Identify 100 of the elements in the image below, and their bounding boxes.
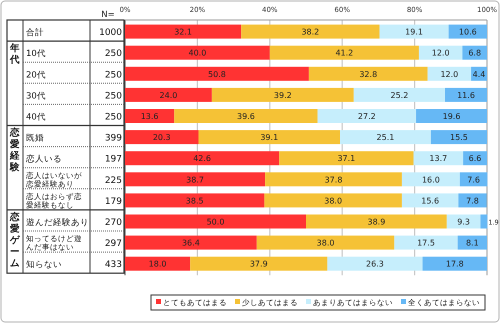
text: N= [101, 10, 115, 20]
data-label: 6.6 [468, 154, 482, 164]
data-label: 50.0 [206, 218, 224, 227]
y-tick-label: 知らない [26, 259, 62, 270]
bar [448, 24, 487, 39]
data-label: 37.9 [250, 260, 268, 269]
bar [190, 256, 328, 271]
bar [198, 130, 340, 144]
data-label: 17.5 [417, 238, 435, 248]
data-label: 32.1 [174, 28, 192, 37]
bar [306, 214, 447, 229]
bar [308, 66, 428, 81]
bar [418, 46, 462, 60]
text: 179 [104, 196, 122, 207]
bar [402, 172, 460, 186]
bar [125, 236, 257, 250]
bar [125, 151, 280, 166]
bar [264, 193, 402, 208]
text: 年代 [9, 42, 20, 66]
data-label: 38.5 [186, 196, 204, 206]
text: 250 [104, 70, 122, 80]
bar [125, 193, 264, 208]
bar [125, 46, 270, 60]
data-label: 13.6 [140, 112, 159, 122]
data-label: 36.4 [182, 238, 200, 248]
y-tick-label: 遊んだ経験あり [26, 217, 89, 228]
data-label: 37.1 [337, 154, 356, 164]
data-label: 7.6 [467, 175, 480, 184]
y-tick-label: 30代 [26, 90, 46, 102]
bar [428, 66, 472, 81]
bar [340, 130, 431, 144]
data-label: 24.0 [160, 90, 178, 100]
data-label: 8.1 [466, 238, 479, 248]
data-label: 7.8 [466, 196, 479, 206]
bar [270, 46, 419, 60]
bar [279, 151, 414, 166]
bar [174, 109, 318, 124]
data-label: 25.2 [390, 90, 408, 100]
y-tick-label: 40代 [26, 112, 46, 123]
data-label: 39.6 [237, 112, 255, 122]
data-label: 38.7 [186, 175, 204, 184]
data-label: 11.6 [457, 90, 475, 100]
text: 恋愛経験 [9, 126, 21, 173]
data-label: 38.9 [368, 218, 386, 227]
bar [458, 236, 487, 250]
bar [125, 88, 212, 102]
data-label: 25.1 [376, 133, 394, 142]
data-label: 39.1 [260, 133, 278, 142]
data-label: 37.8 [324, 175, 342, 184]
data-label: 15.5 [450, 133, 468, 142]
y-tick-label: 10代 [26, 48, 46, 60]
data-label: 41.2 [335, 48, 354, 58]
y-tick-label: 20代 [26, 69, 46, 80]
y-tick-label: 既婚 [26, 132, 44, 144]
bar [125, 172, 266, 186]
text: 433 [104, 260, 122, 270]
y-tick-label: 合計 [26, 27, 44, 38]
bar [416, 109, 487, 124]
bar [256, 236, 394, 250]
data-label: 26.3 [366, 260, 384, 269]
data-label: 32.8 [359, 70, 378, 79]
bar [125, 256, 190, 271]
bar [414, 151, 464, 166]
text: 250 [104, 91, 122, 102]
data-label: 18.0 [148, 260, 166, 269]
data-label: 38.2 [301, 28, 320, 37]
bar [445, 88, 487, 102]
data-label: 40.0 [188, 48, 206, 58]
data-label: 9.3 [457, 218, 470, 227]
text: 恋愛ゲーム [9, 210, 21, 269]
data-label: 13.7 [429, 154, 448, 164]
bar [125, 130, 198, 144]
text: 1000 [99, 28, 122, 38]
text: 270 [104, 218, 122, 228]
data-label: 50.8 [208, 70, 226, 79]
bar [327, 256, 423, 271]
bar [458, 193, 487, 208]
data-label: 16.0 [422, 175, 440, 184]
data-label: 6.8 [468, 48, 482, 58]
y-tick-label: 恋人いる [25, 154, 62, 165]
data-label: 27.2 [358, 112, 376, 122]
data-label: 10.6 [458, 28, 477, 37]
text: 250 [104, 49, 122, 60]
data-label: 20.3 [152, 133, 171, 142]
bar [480, 214, 488, 229]
data-label: 17.8 [446, 260, 464, 269]
data-label: 19.6 [442, 112, 460, 122]
bar [318, 109, 416, 124]
bar [460, 172, 488, 186]
text: 225 [104, 176, 122, 186]
bar [354, 88, 446, 102]
data-label: 19.1 [405, 28, 423, 37]
bar [430, 130, 487, 144]
data-label: 38.0 [316, 238, 334, 248]
bar [212, 88, 354, 102]
bar [394, 236, 458, 250]
bar [125, 24, 242, 39]
data-label: 38.0 [324, 196, 342, 206]
bar [402, 193, 458, 208]
data-label: 15.6 [421, 196, 440, 206]
